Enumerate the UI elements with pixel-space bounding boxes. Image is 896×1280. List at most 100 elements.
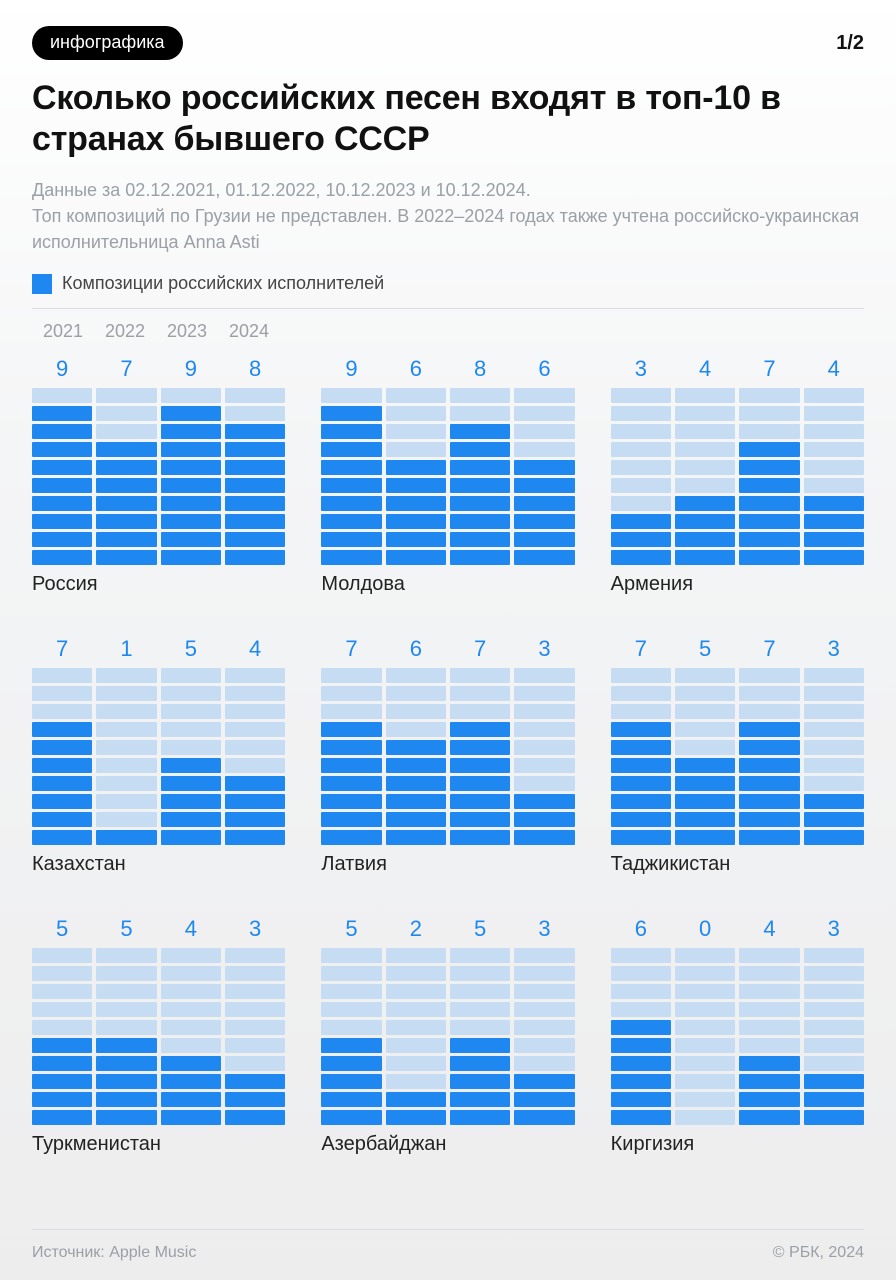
country-chart: 9798Россия <box>32 356 285 596</box>
cell-filled <box>386 514 446 529</box>
cell-empty <box>675 388 735 403</box>
year-column <box>386 668 446 845</box>
cell-filled <box>225 1110 285 1125</box>
cell-filled <box>321 460 381 475</box>
cell-empty <box>96 984 156 999</box>
year-column <box>161 668 221 845</box>
cell-filled <box>386 776 446 791</box>
cell-empty <box>804 1038 864 1053</box>
cell-filled <box>32 1092 92 1107</box>
cell-empty <box>450 1020 510 1035</box>
cell-filled <box>514 1092 574 1107</box>
cell-empty <box>514 948 574 963</box>
cell-empty <box>386 388 446 403</box>
column-value: 6 <box>611 916 671 942</box>
cell-filled <box>675 532 735 547</box>
cell-filled <box>514 532 574 547</box>
cell-filled <box>161 1092 221 1107</box>
cell-empty <box>161 668 221 683</box>
country-chart: 7573Таджикистан <box>611 636 864 876</box>
cell-empty <box>386 704 446 719</box>
cell-filled <box>96 1110 156 1125</box>
cell-filled <box>32 794 92 809</box>
cell-empty <box>804 442 864 457</box>
cell-empty <box>804 758 864 773</box>
cell-filled <box>321 1038 381 1053</box>
cell-filled <box>450 478 510 493</box>
cell-filled <box>450 496 510 511</box>
cell-empty <box>675 704 735 719</box>
country-chart: 7673Латвия <box>321 636 574 876</box>
cell-filled <box>321 1074 381 1089</box>
cell-empty <box>804 406 864 421</box>
column-value: 3 <box>804 916 864 942</box>
cell-empty <box>225 1020 285 1035</box>
cell-empty <box>611 442 671 457</box>
cell-empty <box>32 704 92 719</box>
cell-empty <box>450 388 510 403</box>
cell-empty <box>161 984 221 999</box>
cell-empty <box>225 758 285 773</box>
cell-filled <box>161 550 221 565</box>
cell-empty <box>96 1002 156 1017</box>
cell-empty <box>739 406 799 421</box>
cell-filled <box>161 1110 221 1125</box>
cell-empty <box>96 722 156 737</box>
cell-filled <box>450 1110 510 1125</box>
cell-empty <box>450 948 510 963</box>
cell-filled <box>321 514 381 529</box>
year-column <box>225 388 285 565</box>
cell-empty <box>161 1038 221 1053</box>
cell-filled <box>386 1110 446 1125</box>
cell-empty <box>675 1056 735 1071</box>
cell-empty <box>804 478 864 493</box>
cell-empty <box>96 758 156 773</box>
legend-swatch <box>32 274 52 294</box>
cell-empty <box>675 460 735 475</box>
country-chart: 7154Казахстан <box>32 636 285 876</box>
cell-filled <box>161 1056 221 1071</box>
year-column <box>739 388 799 565</box>
cell-filled <box>32 722 92 737</box>
cell-empty <box>611 1002 671 1017</box>
column-value: 4 <box>739 916 799 942</box>
cell-filled <box>675 496 735 511</box>
legend: Композиции российских исполнителей <box>32 273 864 294</box>
cell-filled <box>32 740 92 755</box>
column-value: 3 <box>514 916 574 942</box>
cell-filled <box>739 1092 799 1107</box>
cell-empty <box>675 722 735 737</box>
cell-empty <box>514 1020 574 1035</box>
cell-filled <box>386 550 446 565</box>
cell-filled <box>225 1074 285 1089</box>
year-column <box>450 668 510 845</box>
page-indicator: 1/2 <box>836 32 864 55</box>
cell-empty <box>386 1020 446 1035</box>
country-name: Казахстан <box>32 853 285 876</box>
cell-filled <box>514 1110 574 1125</box>
cell-filled <box>386 496 446 511</box>
year-column <box>450 388 510 565</box>
year-column <box>225 668 285 845</box>
cell-empty <box>804 1056 864 1071</box>
cell-filled <box>611 1092 671 1107</box>
cell-filled <box>450 1056 510 1071</box>
cell-filled <box>321 722 381 737</box>
cell-filled <box>96 460 156 475</box>
cell-filled <box>739 740 799 755</box>
cell-empty <box>675 406 735 421</box>
cell-empty <box>675 442 735 457</box>
cell-empty <box>514 966 574 981</box>
cell-filled <box>386 460 446 475</box>
cell-filled <box>161 1074 221 1089</box>
cell-empty <box>161 966 221 981</box>
cell-empty <box>32 668 92 683</box>
cell-filled <box>739 550 799 565</box>
cell-empty <box>514 740 574 755</box>
cell-empty <box>514 758 574 773</box>
cell-filled <box>32 442 92 457</box>
cell-empty <box>611 966 671 981</box>
cell-empty <box>514 776 574 791</box>
cell-empty <box>675 1092 735 1107</box>
cell-filled <box>161 532 221 547</box>
